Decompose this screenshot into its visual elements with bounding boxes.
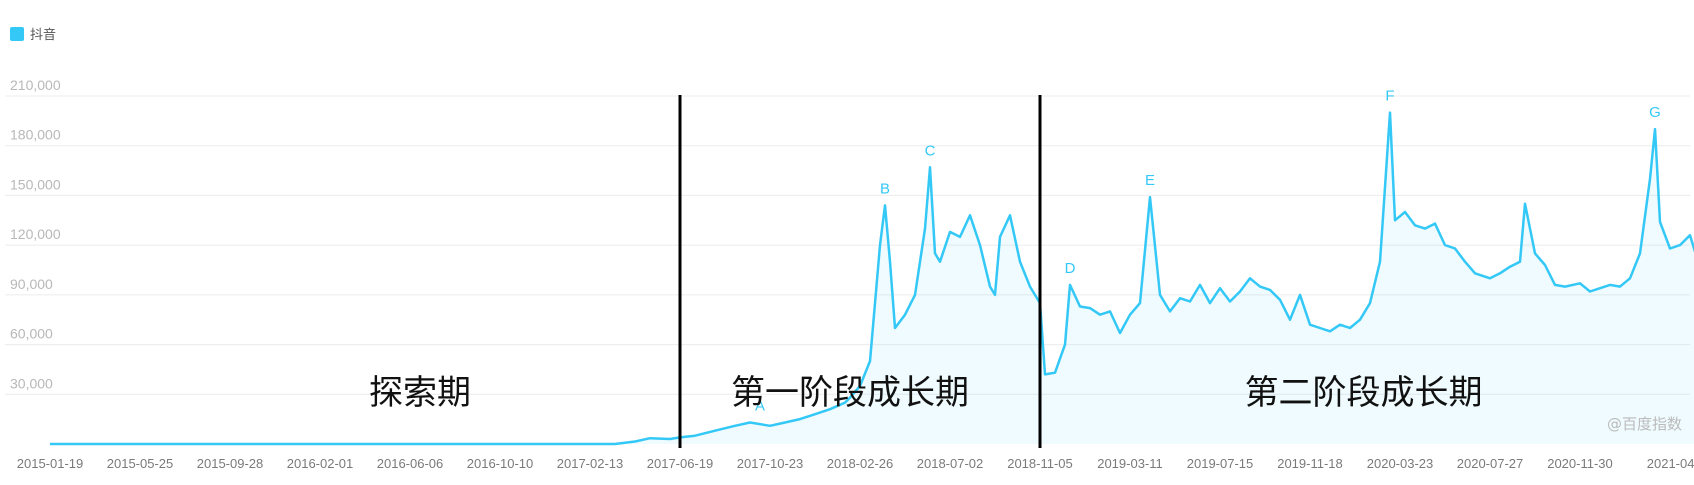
legend-label: 抖音: [30, 28, 57, 43]
peak-label: E: [1145, 172, 1155, 189]
x-tick-label: 2015-01-19: [17, 456, 84, 471]
x-tick-label: 2015-05-25: [107, 456, 174, 471]
x-tick-label: 2018-11-05: [1007, 456, 1073, 471]
x-tick-label: 2015-09-28: [197, 456, 264, 471]
x-tick-label: 2019-03-11: [1097, 456, 1163, 471]
peak-label: D: [1065, 260, 1076, 277]
legend-swatch: [10, 26, 24, 41]
y-tick-label: 90,000: [10, 276, 53, 292]
phase-label: 第一阶段成长期: [731, 373, 969, 413]
y-tick-label: 180,000: [10, 127, 61, 143]
x-tick-label: 2017-02-13: [557, 456, 624, 471]
peak-label: C: [925, 142, 936, 159]
x-tick-label: 2017-10-23: [737, 456, 804, 471]
phase-label: 第二阶段成长期: [1245, 373, 1483, 413]
x-tick-label: 2021-04-19: [1647, 456, 1694, 471]
peak-label: B: [880, 180, 890, 197]
x-tick-label: 2019-11-18: [1277, 456, 1343, 471]
y-tick-label: 150,000: [10, 176, 61, 192]
x-tick-label: 2019-07-15: [1187, 456, 1254, 471]
x-tick-label: 2016-10-10: [467, 456, 534, 471]
y-tick-label: 60,000: [10, 326, 53, 342]
x-tick-label: 2020-03-23: [1367, 456, 1434, 471]
x-tick-label: 2020-07-27: [1457, 456, 1524, 471]
y-tick-label: 30,000: [10, 375, 53, 391]
x-tick-label: 2018-02-26: [827, 456, 894, 471]
series-line: [50, 111, 1694, 446]
x-tick-label: 2018-07-02: [917, 456, 984, 471]
x-tick-label: 2016-02-01: [287, 456, 354, 471]
phase-label: 探索期: [369, 373, 471, 413]
y-tick-label: 210,000: [10, 77, 61, 93]
x-tick-label: 2016-06-06: [377, 456, 444, 471]
x-tick-label: 2020-11-30: [1547, 456, 1613, 471]
legend[interactable]: 抖音: [10, 24, 56, 43]
series-area: [50, 112, 1694, 444]
peak-label: G: [1649, 104, 1661, 121]
watermark: @百度指数: [1607, 415, 1682, 433]
y-tick-label: 120,000: [10, 226, 61, 242]
peak-label: F: [1385, 88, 1394, 105]
peak-label: A: [755, 397, 765, 414]
x-tick-label: 2017-06-19: [647, 456, 714, 471]
